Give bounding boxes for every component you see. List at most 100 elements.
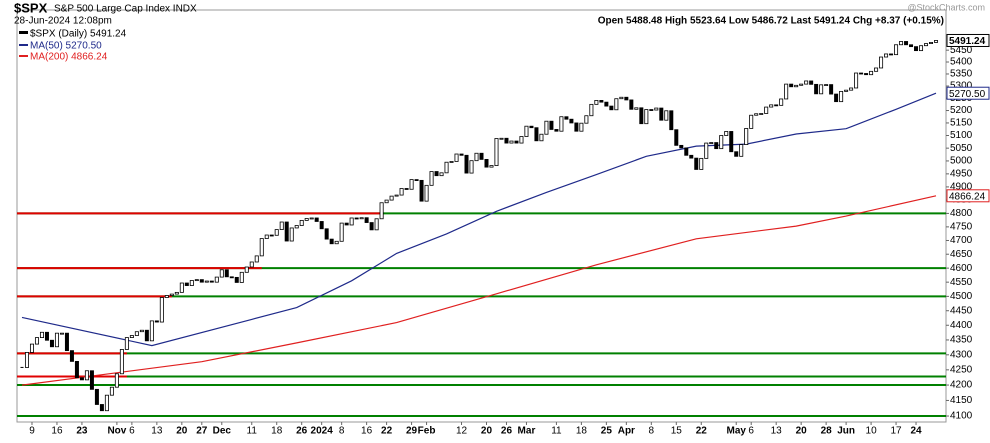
candle [424, 184, 429, 202]
date: 28-Jun-2024 12:08pm [14, 16, 112, 27]
y-tick-label: 5450 [950, 45, 973, 56]
candle [794, 84, 799, 88]
x-tick-label: 15 [671, 426, 683, 437]
candle [249, 261, 254, 268]
candle [849, 87, 854, 91]
candle [869, 70, 874, 76]
candle [584, 115, 589, 124]
candle [134, 331, 139, 336]
candle [364, 217, 369, 223]
x-tick-label: 26 [296, 426, 308, 437]
price-tag-box [946, 189, 990, 203]
candle [169, 293, 174, 296]
candle [34, 337, 39, 345]
candle [619, 96, 624, 100]
candle [744, 128, 749, 145]
x-tick-label: 22 [381, 426, 393, 437]
x-tick-label: Feb [418, 426, 436, 437]
candle [154, 320, 159, 323]
y-tick-label: 5000 [950, 156, 973, 167]
x-tick-label: 20 [176, 426, 188, 437]
candle [509, 140, 514, 144]
candle [444, 161, 449, 174]
candle [669, 110, 674, 131]
y-tick-label: 4450 [950, 305, 973, 316]
x-tick-label: 11 [247, 426, 258, 437]
x-tick-label: 10 [866, 426, 878, 437]
candle [784, 83, 789, 100]
candle [884, 53, 889, 58]
y-tick-label: 4950 [950, 169, 973, 180]
candle [259, 238, 264, 257]
candle [194, 279, 199, 282]
y-tick-label: 4100 [950, 411, 973, 422]
candle [269, 234, 274, 237]
candle [109, 386, 114, 396]
y-tick-label: 4650 [950, 249, 973, 260]
candle [284, 221, 289, 242]
ma-line [21, 92, 937, 347]
candle [764, 106, 769, 114]
candle [459, 153, 464, 156]
x-tick-label: May [726, 426, 746, 437]
candle [574, 122, 579, 132]
candle [414, 179, 419, 181]
legend-swatch [19, 31, 28, 34]
watermark: @StockCharts.com [907, 2, 985, 12]
y-tick-label: 4300 [950, 349, 973, 360]
candle [159, 297, 164, 323]
candle [599, 100, 604, 103]
candle [304, 218, 309, 221]
candle [519, 136, 524, 144]
candle [814, 83, 819, 95]
subtitle: S&P 500 Large Cap Index INDX [54, 4, 197, 15]
candle [539, 133, 544, 142]
x-tick-label: 22 [696, 426, 708, 437]
candle [254, 255, 259, 263]
candle [564, 116, 569, 120]
candle [484, 158, 489, 168]
candle [859, 72, 864, 75]
ma-line [21, 195, 937, 386]
candle [179, 282, 184, 293]
candle [359, 217, 364, 220]
candle [844, 89, 849, 92]
candle [769, 104, 774, 108]
candle [474, 152, 479, 162]
x-tick-label: 20 [481, 426, 493, 437]
candle [634, 107, 639, 110]
candle [879, 56, 884, 69]
candle [699, 157, 704, 170]
x-tick-label: 26 [501, 426, 513, 437]
x-tick-label: 17 [890, 426, 902, 437]
candle [129, 335, 134, 338]
candle [74, 361, 79, 379]
x-tick-label: 6 [748, 426, 754, 437]
y-tick-label: 5200 [950, 105, 973, 116]
candle [604, 101, 609, 107]
candle [554, 129, 559, 132]
x-tick-label: Mar [518, 426, 536, 437]
candle [529, 125, 534, 129]
candle [809, 80, 814, 85]
y-tick-label: 5400 [950, 57, 973, 68]
x-tick-label: 28 [821, 426, 833, 437]
candle [874, 67, 879, 72]
y-tick-label: 5300 [950, 81, 973, 92]
candle [79, 377, 84, 381]
candle [139, 329, 144, 333]
candle [739, 144, 744, 157]
candle [24, 352, 29, 368]
candle [469, 160, 474, 174]
candle [354, 217, 359, 220]
candle [329, 238, 334, 245]
candle [54, 332, 59, 348]
candle [334, 240, 339, 245]
candle [579, 122, 584, 132]
x-tick-label: 20 [796, 426, 808, 437]
candle [374, 218, 379, 231]
x-tick-label: 12 [456, 426, 468, 437]
y-tick-label: 5350 [950, 69, 973, 80]
candle [339, 222, 344, 242]
candle [99, 404, 104, 412]
